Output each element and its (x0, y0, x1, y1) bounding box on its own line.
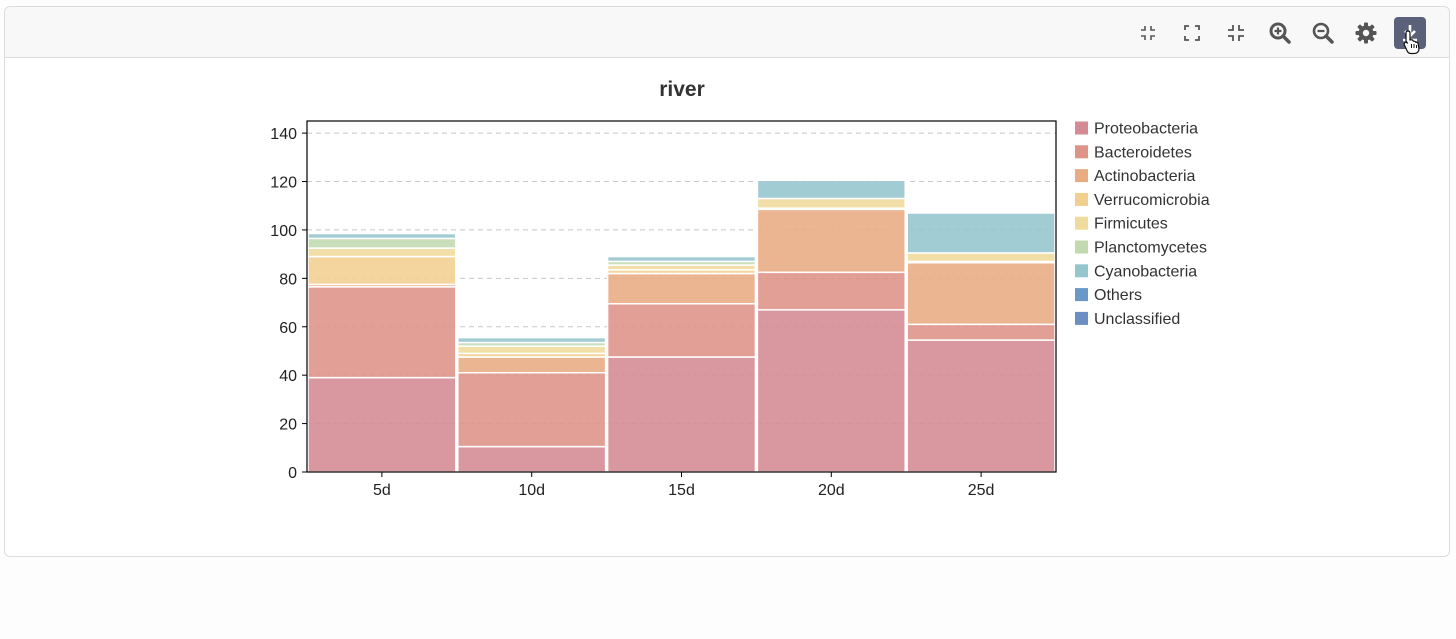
zoom-in-icon (1269, 22, 1291, 44)
fullscreen-button[interactable] (1176, 17, 1208, 49)
gear-icon (1355, 22, 1377, 44)
x-tick-label: 15d (668, 482, 695, 499)
legend-item[interactable]: Planctomycetes (1075, 240, 1207, 257)
chart-card: river 0 20 40 60 80 100 120 140 5d 10d 15d 20d 25d … (4, 6, 1450, 557)
legend-swatch (1075, 311, 1088, 325)
legend-swatch (1075, 216, 1088, 230)
compress-view-button[interactable] (1132, 17, 1164, 49)
legend-label: Planctomycetes (1094, 240, 1207, 257)
exit-fullscreen-icon (1228, 25, 1244, 41)
zoom-in-button[interactable] (1264, 17, 1296, 49)
exit-fullscreen-button[interactable] (1220, 17, 1252, 49)
bar-segment[interactable] (606, 303, 757, 358)
compress-view-icon (1141, 26, 1155, 40)
bar-segment[interactable] (756, 179, 906, 200)
bar-segment[interactable] (457, 372, 607, 448)
legend-swatch (1075, 240, 1088, 254)
bar-segment[interactable] (307, 376, 457, 473)
legend-item[interactable]: Cyanobacteria (1075, 263, 1197, 280)
x-axis: 5d 10d 15d 20d 25d (373, 472, 994, 499)
bar-segment[interactable] (457, 356, 607, 374)
legend: Proteobacteria Bacteroidetes Actinobacteri… (1075, 121, 1210, 328)
legend-item[interactable]: Actinobacteria (1075, 168, 1195, 185)
bar-segment[interactable] (906, 252, 1056, 263)
bar-segment[interactable] (307, 286, 457, 379)
y-tick-label: 0 (288, 465, 297, 482)
bars-group (307, 179, 1056, 473)
y-tick-label: 100 (270, 223, 297, 240)
bar-segment[interactable] (756, 309, 906, 473)
legend-label: Proteobacteria (1094, 121, 1198, 138)
legend-item[interactable]: Verrucomicrobia (1075, 192, 1210, 209)
bar-segment[interactable] (307, 232, 457, 240)
bar-segment[interactable] (457, 336, 607, 344)
x-tick-label: 25d (968, 482, 995, 499)
bar-segment[interactable] (906, 323, 1056, 341)
legend-item[interactable]: Proteobacteria (1075, 121, 1198, 138)
legend-swatch (1075, 288, 1088, 302)
legend-label: Unclassified (1094, 311, 1180, 328)
legend-label: Actinobacteria (1094, 168, 1195, 185)
x-tick-label: 20d (818, 482, 845, 499)
x-tick-label: 5d (373, 482, 391, 499)
y-tick-label: 20 (279, 417, 297, 434)
legend-swatch (1075, 169, 1088, 183)
pointer-cursor-icon (1403, 30, 1420, 55)
y-tick-label: 140 (270, 126, 297, 143)
fullscreen-icon (1184, 25, 1200, 41)
bar-segment[interactable] (457, 345, 607, 355)
y-tick-label: 80 (279, 271, 297, 288)
legend-swatch (1075, 192, 1088, 206)
zoom-out-button[interactable] (1307, 17, 1339, 49)
legend-item[interactable]: Unclassified (1075, 311, 1180, 328)
chart-toolbar (5, 7, 1449, 58)
y-tick-label: 60 (279, 320, 297, 337)
legend-label: Others (1094, 287, 1142, 304)
bar-segment[interactable] (906, 261, 1056, 326)
legend-item[interactable]: Bacteroidetes (1075, 144, 1192, 161)
x-tick-label: 10d (518, 482, 545, 499)
legend-label: Bacteroidetes (1094, 144, 1192, 161)
y-axis: 0 20 40 60 80 100 120 140 (270, 126, 307, 482)
legend-swatch (1075, 145, 1088, 159)
legend-label: Firmicutes (1094, 216, 1168, 233)
bar-segment[interactable] (756, 208, 906, 274)
bar-segment[interactable] (906, 339, 1056, 473)
y-tick-label: 40 (279, 368, 297, 385)
bar-segment[interactable] (606, 356, 757, 473)
bar-segment[interactable] (906, 212, 1056, 254)
chart-title: river (659, 78, 705, 101)
legend-swatch (1075, 121, 1088, 135)
legend-label: Verrucomicrobia (1094, 192, 1210, 209)
y-tick-label: 120 (270, 175, 297, 192)
legend-label: Cyanobacteria (1094, 263, 1197, 280)
bar-segment[interactable] (606, 272, 757, 305)
zoom-out-icon (1312, 22, 1334, 44)
bar-segment[interactable] (756, 271, 906, 311)
settings-button[interactable] (1350, 17, 1382, 49)
bar-segment[interactable] (606, 255, 757, 263)
bar-segment[interactable] (756, 197, 906, 209)
legend-item[interactable]: Firmicutes (1075, 216, 1168, 233)
bar-segment[interactable] (307, 255, 457, 286)
bar-segment[interactable] (457, 445, 607, 473)
legend-swatch (1075, 264, 1088, 278)
legend-item[interactable]: Others (1075, 287, 1142, 304)
bar-segment[interactable] (307, 247, 457, 258)
bar-segment[interactable] (307, 237, 457, 249)
